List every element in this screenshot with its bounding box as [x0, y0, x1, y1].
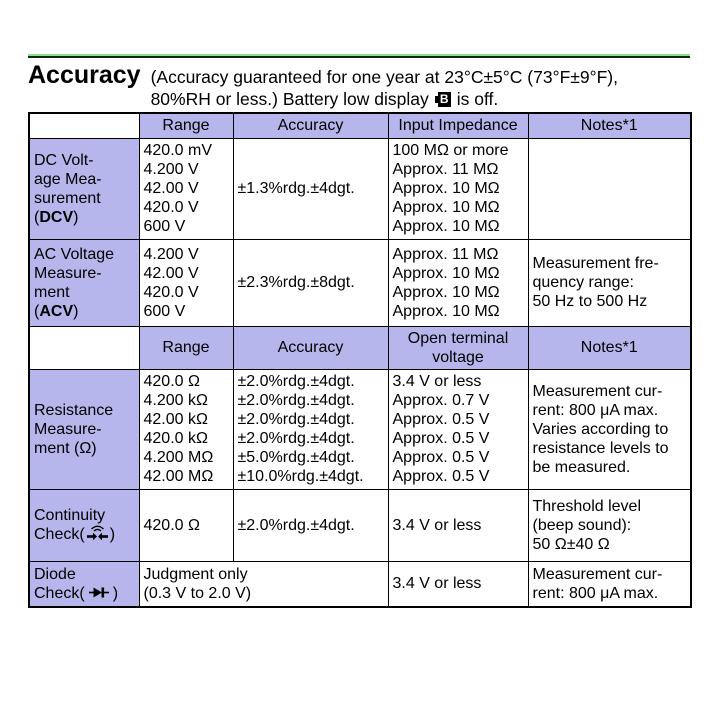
dcv-acronym: DCV [39, 208, 74, 226]
diode-label-line2: Check() [34, 584, 119, 602]
dcv-accuracy-cell: ±1.3%rdg.±4dgt. [232, 137, 389, 240]
header2-accuracy: Accuracy [232, 325, 389, 370]
resistance-voltage-cell: 3.4 V or less Approx. 0.7 V Approx. 0.5 … [387, 368, 529, 490]
table-row-acv: AC Voltage Measure- ment (ACV) 4.200 V 4… [28, 238, 692, 327]
header-accuracy: Accuracy [232, 112, 389, 139]
resistance-notes-cell: Measurement cur- rent: 800 μA max. Varie… [527, 368, 692, 490]
header-notes: Notes*1 [527, 112, 692, 139]
table-row-continuity: Continuity Check() 420.0 Ω ±2.0%rdg.±4dg… [28, 488, 692, 562]
resistance-range-cell: 420.0 Ω 4.200 kΩ 42.00 kΩ 420.0 kΩ 4.200… [138, 368, 234, 490]
dcv-acronym-line: (DCV) [34, 208, 79, 226]
acv-label-cell: AC Voltage Measure- ment (ACV) [28, 238, 140, 327]
continuity-label-line2: Check() [34, 525, 116, 543]
green-divider-rule [28, 54, 690, 58]
accuracy-spec-table: Range Accuracy Input Impedance Notes*1 D… [28, 112, 692, 608]
diode-label-cell: Diode Check() [28, 560, 140, 608]
resistance-label-cell: Resistance Measure- ment (Ω) [28, 368, 140, 490]
header-input-impedance: Input Impedance [387, 112, 529, 139]
header-range: Range [138, 112, 234, 139]
subtitle-line-1: (Accuracy guaranteed for one year at 23°… [150, 67, 618, 87]
dcv-impedance-cell: 100 MΩ or more Approx. 11 MΩ Approx. 10 … [387, 137, 529, 240]
acv-notes-cell: Measurement fre- quency range: 50 Hz to … [527, 238, 692, 327]
dcv-notes-cell [527, 137, 692, 240]
resistance-accuracy-cell: ±2.0%rdg.±4dgt. ±2.0%rdg.±4dgt. ±2.0%rdg… [232, 368, 389, 490]
subtitle-line-2-text-end: is off. [456, 89, 499, 109]
continuity-range-cell: 420.0 Ω [138, 488, 234, 562]
continuity-beeper-icon [86, 525, 108, 541]
subtitle-line-2-text: 80%RH or less.) Battery low display [150, 89, 429, 109]
diode-voltage-cell: 3.4 V or less [387, 560, 529, 608]
table-row-diode: Diode Check() Judgment only (0.3 V to 2.… [28, 560, 692, 608]
battery-body: B [437, 91, 451, 107]
table-row-dcv: DC Volt- age Mea- surement (DCV) 420.0 m… [28, 137, 692, 240]
header2-empty-cell [28, 325, 140, 370]
battery-nub [434, 95, 438, 103]
continuity-notes-cell: Threshold level (beep sound): 50 Ω±40 Ω [527, 488, 692, 562]
subtitle-line-2: 80%RH or less.) Battery low display B is… [151, 88, 618, 110]
header2-open-terminal-voltage: Open terminal voltage [387, 325, 529, 370]
diode-judgment-cell: Judgment only (0.3 V to 2.0 V) [138, 560, 389, 608]
page-header: Accuracy (Accuracy guaranteed for one ye… [28, 62, 704, 110]
acv-accuracy-cell: ±2.3%rdg.±8dgt. [232, 238, 389, 327]
battery-low-icon: B [434, 91, 451, 107]
table-header-row-voltage: Range Accuracy Input Impedance Notes*1 [28, 112, 692, 139]
continuity-voltage-cell: 3.4 V or less [387, 488, 529, 562]
page-title: Accuracy [28, 61, 141, 89]
diode-symbol-icon [88, 587, 109, 598]
header2-range: Range [138, 325, 234, 370]
acv-label-text: AC Voltage Measure- ment [34, 245, 115, 301]
resistance-label-text: Resistance Measure- ment (Ω) [34, 401, 114, 457]
diode-notes-cell: Measurement cur- rent: 800 μA max. [527, 560, 692, 608]
table-row-resistance: Resistance Measure- ment (Ω) 420.0 Ω 4.2… [28, 368, 692, 490]
header-empty-cell [28, 112, 140, 139]
continuity-label-line1: Continuity [34, 507, 106, 524]
diode-label-line1: Diode [34, 565, 76, 583]
acv-acronym: ACV [39, 302, 74, 320]
table-header-row-resistance: Range Accuracy Open terminal voltage Not… [28, 325, 692, 370]
continuity-accuracy-cell: ±2.0%rdg.±4dgt. [232, 488, 389, 562]
continuity-label-cell: Continuity Check() [28, 488, 140, 562]
acv-acronym-line: (ACV) [34, 302, 79, 320]
header2-notes: Notes*1 [527, 325, 692, 370]
page-subtitle: (Accuracy guaranteed for one year at 23°… [151, 62, 618, 110]
dcv-label-text: DC Volt- age Mea- surement [34, 151, 102, 207]
acv-impedance-cell: Approx. 11 MΩ Approx. 10 MΩ Approx. 10 M… [387, 238, 529, 327]
dcv-label-cell: DC Volt- age Mea- surement (DCV) [28, 137, 140, 240]
acv-range-cell: 4.200 V 42.00 V 420.0 V 600 V [138, 238, 234, 327]
dcv-range-cell: 420.0 mV 4.200 V 42.00 V 420.0 V 600 V [138, 137, 234, 240]
